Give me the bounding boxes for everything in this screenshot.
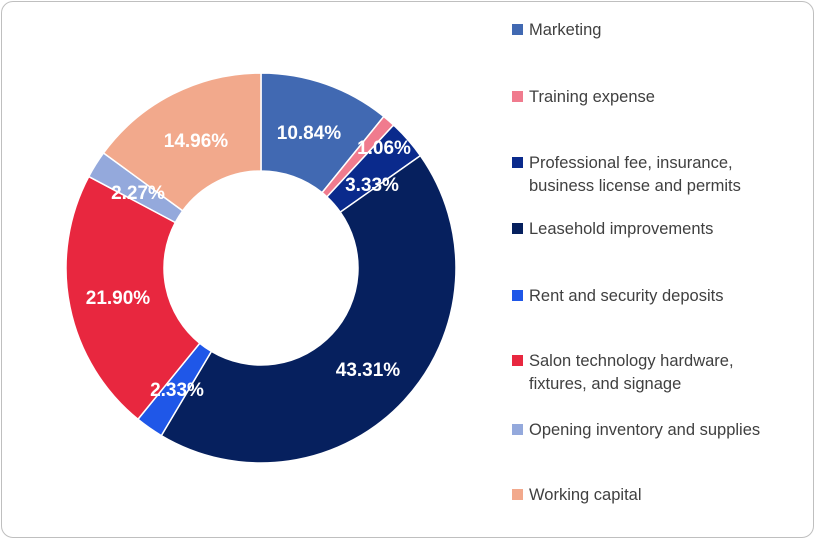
donut-chart: 10.84% 1.06% 3.33% 43.31% 2.33% 21.90% 2.27% 14…	[65, 72, 457, 464]
data-label-4: 43.31%	[336, 360, 401, 381]
data-label-2: 1.06%	[357, 138, 411, 159]
data-label-7: 2.27%	[111, 183, 165, 204]
donut-slices	[65, 72, 457, 464]
data-label-8: 14.96%	[164, 131, 229, 152]
legend-item-5: Rent and security deposits	[512, 285, 723, 308]
legend-item-2: Training expense	[512, 86, 655, 109]
legend-label-2: Training expense	[529, 88, 655, 106]
legend-swatch-5	[512, 290, 523, 301]
legend-item-3: Professional fee, insurance, business li…	[512, 152, 741, 198]
data-labels: 10.84% 1.06% 3.33% 43.31% 2.33% 21.90% 2.27% 14…	[86, 123, 411, 401]
data-label-3: 3.33%	[345, 175, 399, 196]
legend-item-8: Working capital	[512, 484, 642, 507]
legend-item-4: Leasehold improvements	[512, 218, 713, 241]
slice-8	[102, 72, 262, 212]
legend-swatch-2	[512, 91, 523, 102]
slice-4	[160, 154, 457, 464]
legend-item-1: Marketing	[512, 19, 601, 42]
slice-6	[65, 175, 201, 421]
legend-label-5: Rent and security deposits	[529, 287, 724, 305]
data-label-5: 2.33%	[150, 380, 204, 401]
legend-label-3: Professional fee, insurance, business li…	[529, 154, 741, 195]
legend-swatch-4	[512, 223, 523, 234]
legend-label-8: Working capital	[529, 486, 642, 504]
chart-legend: Marketing Training expense Professional fe…	[512, 0, 812, 541]
legend-swatch-3	[512, 157, 523, 168]
legend-label-1: Marketing	[529, 21, 602, 39]
legend-label-6: Salon technology hardware, fixtures, and…	[529, 352, 734, 393]
legend-item-6: Salon technology hardware, fixtures, and…	[512, 350, 734, 396]
legend-swatch-6	[512, 355, 523, 366]
legend-swatch-8	[512, 489, 523, 500]
legend-swatch-1	[512, 24, 523, 35]
data-label-6: 21.90%	[86, 288, 151, 309]
legend-label-4: Leasehold improvements	[529, 220, 714, 238]
legend-swatch-7	[512, 424, 523, 435]
data-label-1: 10.84%	[277, 123, 342, 144]
legend-label-7: Opening inventory and supplies	[529, 421, 761, 439]
legend-item-7: Opening inventory and supplies	[512, 419, 760, 442]
